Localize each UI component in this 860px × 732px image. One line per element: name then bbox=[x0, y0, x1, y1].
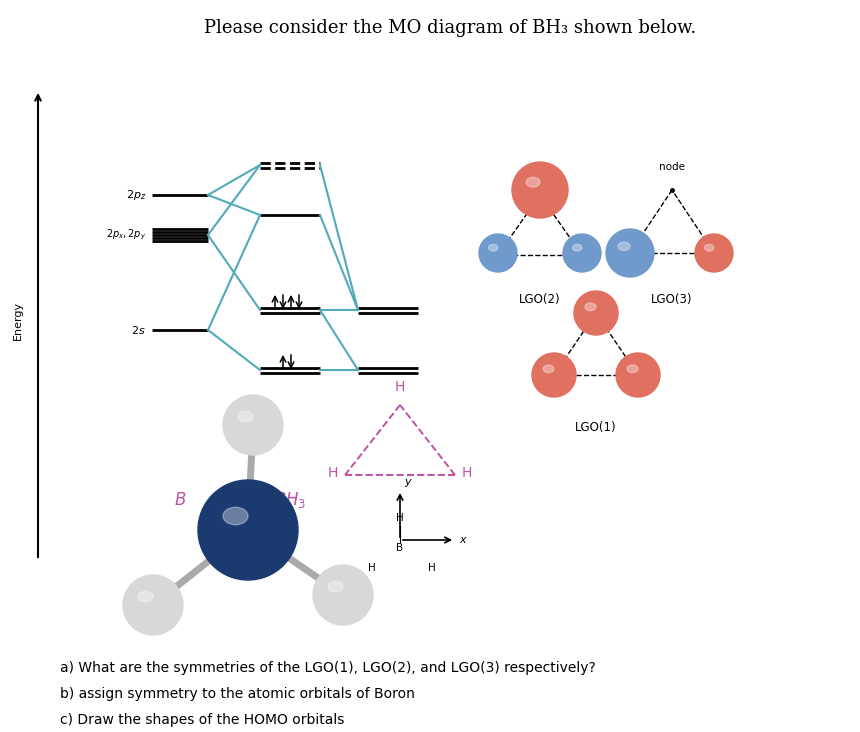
Text: x: x bbox=[460, 535, 466, 545]
Text: b) assign symmetry to the atomic orbitals of Boron: b) assign symmetry to the atomic orbital… bbox=[60, 687, 415, 701]
Ellipse shape bbox=[704, 244, 714, 251]
Text: $2p_x, 2p_y$: $2p_x, 2p_y$ bbox=[106, 228, 146, 242]
Text: B: B bbox=[175, 491, 186, 509]
Text: Please consider the MO diagram of BH₃ shown below.: Please consider the MO diagram of BH₃ sh… bbox=[204, 19, 696, 37]
Text: c) Draw the shapes of the HOMO orbitals: c) Draw the shapes of the HOMO orbitals bbox=[60, 713, 344, 727]
Ellipse shape bbox=[223, 507, 248, 525]
Ellipse shape bbox=[573, 244, 582, 251]
Ellipse shape bbox=[488, 244, 498, 251]
Text: H: H bbox=[462, 466, 472, 480]
Text: H: H bbox=[396, 513, 404, 523]
Text: LGO(3): LGO(3) bbox=[651, 294, 693, 307]
Text: $BH_3$: $BH_3$ bbox=[273, 490, 306, 510]
Ellipse shape bbox=[526, 177, 540, 187]
Ellipse shape bbox=[138, 591, 153, 602]
Ellipse shape bbox=[627, 365, 638, 373]
Circle shape bbox=[313, 565, 373, 625]
Circle shape bbox=[479, 234, 517, 272]
Circle shape bbox=[512, 162, 568, 218]
Circle shape bbox=[123, 575, 183, 635]
Text: node: node bbox=[659, 162, 685, 172]
Text: H: H bbox=[328, 466, 338, 480]
Text: LGO(1): LGO(1) bbox=[575, 420, 617, 433]
Text: H: H bbox=[428, 563, 436, 573]
Circle shape bbox=[223, 395, 283, 455]
Text: LGO(2): LGO(2) bbox=[519, 294, 561, 307]
Ellipse shape bbox=[238, 411, 253, 422]
Text: Energy: Energy bbox=[13, 300, 23, 340]
Text: a) What are the symmetries of the LGO(1), LGO(2), and LGO(3) respectively?: a) What are the symmetries of the LGO(1)… bbox=[60, 661, 596, 675]
Ellipse shape bbox=[585, 303, 596, 310]
Circle shape bbox=[532, 353, 576, 397]
Text: $2s$: $2s$ bbox=[132, 324, 146, 336]
Circle shape bbox=[563, 234, 601, 272]
Text: B: B bbox=[396, 543, 403, 553]
Text: y: y bbox=[405, 477, 411, 487]
Text: H: H bbox=[395, 380, 405, 394]
Text: $2p_z$: $2p_z$ bbox=[126, 188, 146, 202]
Circle shape bbox=[198, 480, 298, 580]
Circle shape bbox=[606, 229, 654, 277]
Ellipse shape bbox=[543, 365, 554, 373]
Ellipse shape bbox=[618, 242, 630, 250]
Circle shape bbox=[616, 353, 660, 397]
Ellipse shape bbox=[328, 581, 343, 592]
Circle shape bbox=[574, 291, 618, 335]
Circle shape bbox=[695, 234, 733, 272]
Text: H: H bbox=[368, 563, 376, 573]
